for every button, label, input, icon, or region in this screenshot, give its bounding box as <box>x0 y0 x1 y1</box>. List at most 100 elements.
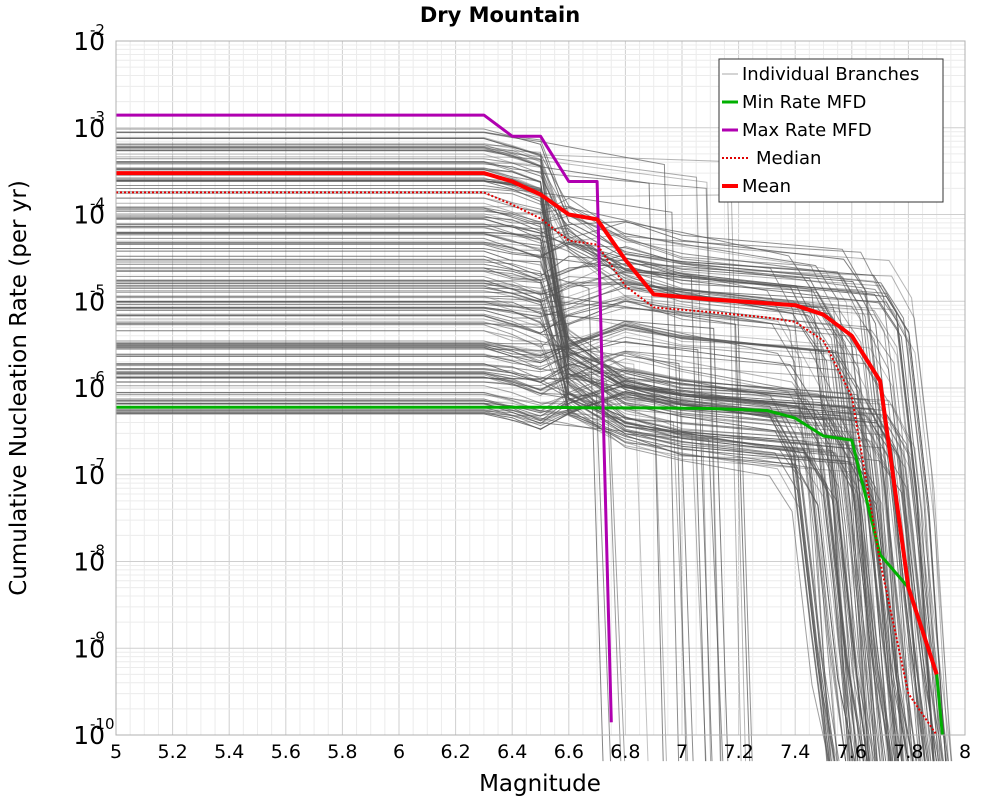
branch-line <box>116 167 839 762</box>
x-tick-label: 5.6 <box>271 741 301 763</box>
y-tick-exponent: -8 <box>90 542 105 560</box>
branch-line <box>116 403 626 762</box>
branch-line <box>116 320 838 762</box>
branch-line <box>116 161 871 762</box>
branch-line <box>116 146 922 762</box>
branch-line <box>116 336 926 762</box>
branch-line <box>116 271 828 762</box>
x-tick-label: 7.4 <box>780 741 810 763</box>
branch-line <box>116 245 903 762</box>
legend-label: Individual Branches <box>742 64 919 85</box>
branch-line <box>116 188 944 762</box>
legend-label: Median <box>756 148 821 169</box>
branch-line <box>116 169 847 762</box>
y-tick-label: 10 <box>73 27 105 56</box>
y-tick-label: 10 <box>73 201 105 230</box>
y-tick-exponent: -5 <box>90 281 105 299</box>
branch-line <box>116 177 746 762</box>
branch-line <box>116 379 859 762</box>
branch-line <box>116 347 622 762</box>
branch-line <box>116 147 861 762</box>
branch-line <box>116 221 849 762</box>
y-tick-label: 10 <box>73 634 105 663</box>
branch-line <box>116 290 872 762</box>
branch-line <box>116 180 907 762</box>
branch-line <box>116 372 892 762</box>
branch-line <box>116 296 832 762</box>
branch-line <box>116 128 935 762</box>
x-tick-label: 7.8 <box>893 741 923 763</box>
branch-line <box>116 253 898 762</box>
x-tick-label: 8 <box>959 741 971 763</box>
branch-line <box>116 174 840 762</box>
y-tick-exponent: -3 <box>90 108 105 126</box>
y-tick-exponent: -2 <box>90 21 105 39</box>
branch-line <box>116 231 869 762</box>
branch-line <box>116 243 937 762</box>
y-tick-label: 10 <box>73 114 105 143</box>
series-line-max-rate-mfd <box>116 113 613 723</box>
legend-box <box>718 58 944 203</box>
branch-line <box>116 391 900 762</box>
branch-line <box>116 340 949 762</box>
branch-line <box>116 144 899 762</box>
branch-line <box>116 368 909 762</box>
branch-line <box>116 358 849 762</box>
branch-line <box>116 373 893 762</box>
branch-line <box>116 298 932 762</box>
branch-line <box>116 300 864 762</box>
series-line-mean <box>116 171 939 676</box>
branch-line <box>116 169 896 762</box>
branch-line <box>116 233 894 762</box>
y-tick-exponent: -9 <box>90 628 105 646</box>
y-tick-exponent: -6 <box>90 368 105 386</box>
branch-line <box>116 258 902 762</box>
branch-line <box>116 267 836 762</box>
branch-line <box>116 385 830 762</box>
x-tick-labels: 5 5.2 5.4 5.6 5.8 6 6.2 6.4 6.6 6.8 7 7.2 7.4 7.6 7.8 8 <box>110 741 971 763</box>
legend-label: Mean <box>742 176 791 197</box>
x-axis-label: Magnitude <box>479 771 601 797</box>
branch-line <box>116 283 868 762</box>
branch-line <box>116 253 934 762</box>
branch-line <box>116 137 876 762</box>
branch-line <box>116 261 868 762</box>
branch-line <box>116 218 926 762</box>
branch-line <box>116 207 856 762</box>
branch-line <box>116 369 864 762</box>
branch-line <box>116 168 885 762</box>
branch-line <box>116 216 890 762</box>
x-tick-label: 6 <box>393 741 405 763</box>
branch-line <box>116 178 941 762</box>
legend-label: Min Rate MFD <box>742 92 866 113</box>
branch-line <box>116 363 868 762</box>
x-tick-label: 5.4 <box>214 741 244 763</box>
y-tick-label: 10 <box>73 721 105 750</box>
branch-line <box>116 396 832 762</box>
branch-line <box>116 145 847 762</box>
y-tick-exponent: -4 <box>90 195 105 213</box>
branch-line <box>116 322 930 762</box>
branch-line <box>116 243 941 762</box>
branch-line <box>116 300 667 762</box>
x-tick-label: 6.4 <box>497 741 527 763</box>
y-tick-label: 10 <box>73 374 105 403</box>
x-tick-label: 5.8 <box>327 741 357 763</box>
y-tick-exponent: -7 <box>90 455 105 473</box>
series-line-median <box>116 191 938 736</box>
branch-line <box>116 210 939 762</box>
branch-line <box>116 275 870 762</box>
branch-line <box>116 215 899 762</box>
x-tick-label: 6.2 <box>440 741 470 763</box>
branch-line <box>116 280 935 762</box>
branch-line <box>116 372 611 762</box>
branch-line <box>116 406 724 762</box>
x-tick-label: 6.6 <box>554 741 584 763</box>
chart-title: Dry Mountain <box>420 3 580 27</box>
branch-line <box>116 343 649 762</box>
branch-line <box>116 248 706 762</box>
branch-line <box>116 180 835 762</box>
branch-line <box>116 391 829 762</box>
branch-line <box>116 263 913 762</box>
